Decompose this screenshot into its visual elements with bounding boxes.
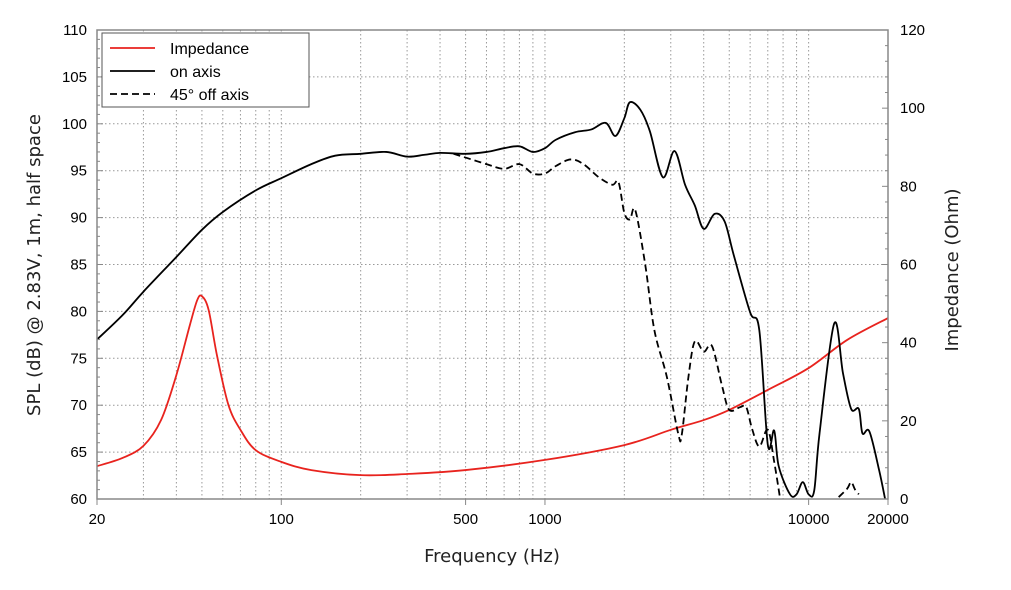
x-tick-label: 100 <box>269 511 294 528</box>
x-tick-label: 1000 <box>528 511 561 528</box>
series-line-45-off-axis-segment-2 <box>838 481 860 498</box>
y2-tick-label: 80 <box>900 178 917 195</box>
y2-tick-label: 60 <box>900 257 917 274</box>
y2-tick-label: 40 <box>900 335 917 352</box>
y-tick-label: 100 <box>62 116 87 133</box>
y2-axis-title: Impedance (Ohm) <box>942 188 963 351</box>
y-tick-label: 105 <box>62 69 87 86</box>
y-tick-label: 95 <box>70 163 87 180</box>
y-tick-label: 110 <box>63 22 87 39</box>
y-tick-label: 80 <box>70 303 87 320</box>
y2-tick-label: 0 <box>900 491 908 508</box>
series-line-45-off-axis <box>453 152 782 499</box>
y2-tick-label: 20 <box>900 413 917 430</box>
x-tick-label: 10000 <box>788 511 830 528</box>
y-tick-label: 60 <box>70 491 87 508</box>
series-line-on-axis <box>97 101 886 499</box>
y-tick-label: 65 <box>70 444 87 461</box>
y2-tick-label: 100 <box>900 100 925 117</box>
legend-label-off-axis: 45° off axis <box>170 87 249 104</box>
legend-label-on-axis: on axis <box>170 64 221 81</box>
legend: Impedance on axis 45° off axis <box>101 32 310 108</box>
x-axis-title: Frequency (Hz) <box>424 546 560 567</box>
y2-tick-label: 120 <box>900 22 925 39</box>
y-tick-label: 85 <box>70 257 87 274</box>
curves <box>97 101 888 499</box>
x-tick-label: 20 <box>89 511 106 528</box>
y-tick-label: 70 <box>70 397 87 414</box>
y-tick-label: 75 <box>70 350 87 367</box>
x-tick-label: 500 <box>453 511 478 528</box>
y-tick-label: 90 <box>70 210 87 227</box>
x-tick-label: 20000 <box>867 511 909 528</box>
ticks: 60 65 70 75 80 85 90 95 100 105 110 0 20 40 60 80 100 120… <box>62 22 925 528</box>
legend-label-impedance: Impedance <box>170 41 249 58</box>
series-line-impedance <box>97 294 888 477</box>
y-axis-title: SPL (dB) @ 2.83V, 1m, half space <box>24 114 45 416</box>
